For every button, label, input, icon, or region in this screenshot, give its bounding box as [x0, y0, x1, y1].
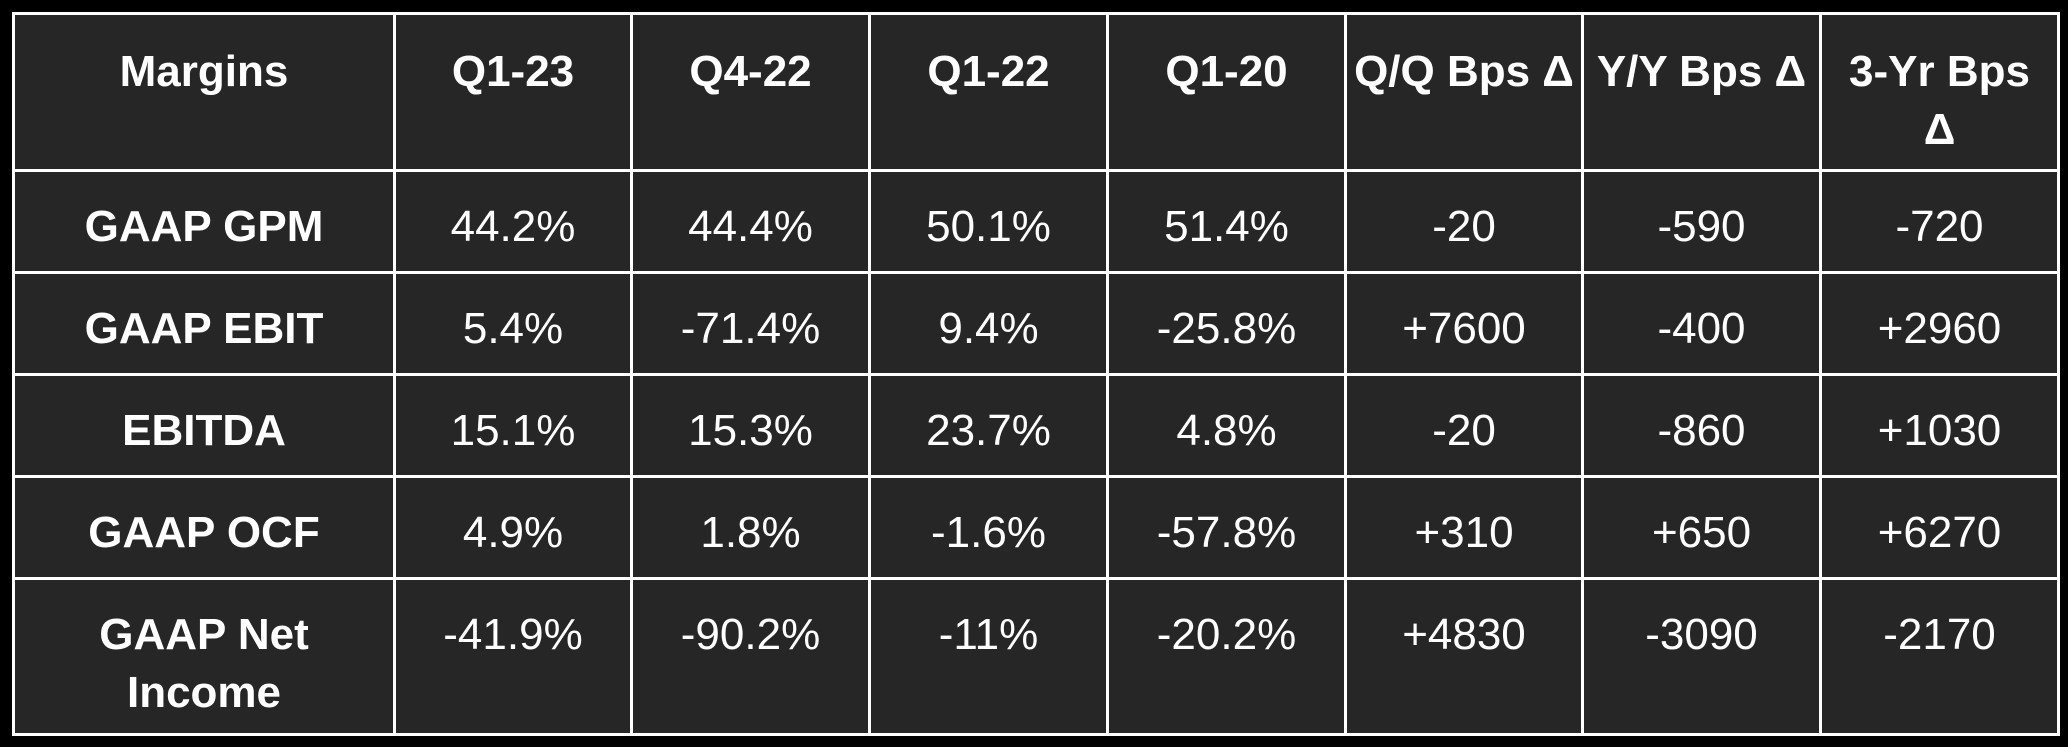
table-cell: +7600: [1344, 271, 1584, 376]
table-cell: -400: [1581, 271, 1822, 376]
table-cell: -90.2%: [630, 577, 871, 736]
table-cell: +650: [1581, 475, 1822, 580]
row-label: EBITDA: [12, 373, 396, 478]
header-q1-22: Q1-22: [868, 12, 1109, 172]
table-cell: +2960: [1819, 271, 2060, 376]
header-margins: Margins: [12, 12, 396, 172]
header-yy-bps: Y/Y Bps Δ: [1581, 12, 1822, 172]
table-row-gaap-ebit: GAAP EBIT 5.4% -71.4% 9.4% -25.8% +7600 …: [12, 271, 2060, 376]
table-cell: 15.3%: [630, 373, 871, 478]
table-cell: -590: [1581, 169, 1822, 274]
table-cell: -2170: [1819, 577, 2060, 736]
table-cell: -20.2%: [1106, 577, 1347, 736]
table-cell: 15.1%: [393, 373, 633, 478]
table-cell: -41.9%: [393, 577, 633, 736]
table-cell: -20: [1344, 373, 1584, 478]
table-cell: +6270: [1819, 475, 2060, 580]
table-cell: +4830: [1344, 577, 1584, 736]
table-cell: 5.4%: [393, 271, 633, 376]
table-row-gaap-net-income: GAAP Net Income -41.9% -90.2% -11% -20.2…: [12, 577, 2060, 736]
table-row-gaap-gpm: GAAP GPM 44.2% 44.4% 50.1% 51.4% -20 -59…: [12, 169, 2060, 274]
row-label: GAAP GPM: [12, 169, 396, 274]
header-row: Margins Q1-23 Q4-22 Q1-22 Q1-20 Q/Q Bps …: [12, 12, 2060, 172]
table-cell: 44.4%: [630, 169, 871, 274]
table-cell: 1.8%: [630, 475, 871, 580]
table-cell: 51.4%: [1106, 169, 1347, 274]
row-label: GAAP EBIT: [12, 271, 396, 376]
header-3yr-bps: 3-Yr Bps Δ: [1819, 12, 2060, 172]
table-cell: -57.8%: [1106, 475, 1347, 580]
table-cell: -1.6%: [868, 475, 1109, 580]
table-cell: -71.4%: [630, 271, 871, 376]
table-cell: +310: [1344, 475, 1584, 580]
row-label: GAAP Net Income: [12, 577, 396, 736]
margins-table: Margins Q1-23 Q4-22 Q1-22 Q1-20 Q/Q Bps …: [12, 12, 2060, 736]
table-row-ebitda: EBITDA 15.1% 15.3% 23.7% 4.8% -20 -860 +…: [12, 373, 2060, 478]
table-cell: 9.4%: [868, 271, 1109, 376]
table-cell: 44.2%: [393, 169, 633, 274]
table-cell: +1030: [1819, 373, 2060, 478]
table-cell: -11%: [868, 577, 1109, 736]
table-cell: -3090: [1581, 577, 1822, 736]
header-qq-bps: Q/Q Bps Δ: [1344, 12, 1584, 172]
table-cell: -860: [1581, 373, 1822, 478]
header-q1-20: Q1-20: [1106, 12, 1347, 172]
table-cell: 23.7%: [868, 373, 1109, 478]
table-cell: -25.8%: [1106, 271, 1347, 376]
header-q1-23: Q1-23: [393, 12, 633, 172]
table-cell: 4.9%: [393, 475, 633, 580]
header-q4-22: Q4-22: [630, 12, 871, 172]
table-row-gaap-ocf: GAAP OCF 4.9% 1.8% -1.6% -57.8% +310 +65…: [12, 475, 2060, 580]
table-cell: 50.1%: [868, 169, 1109, 274]
table-cell: 4.8%: [1106, 373, 1347, 478]
table-cell: -720: [1819, 169, 2060, 274]
row-label: GAAP OCF: [12, 475, 396, 580]
table-cell: -20: [1344, 169, 1584, 274]
